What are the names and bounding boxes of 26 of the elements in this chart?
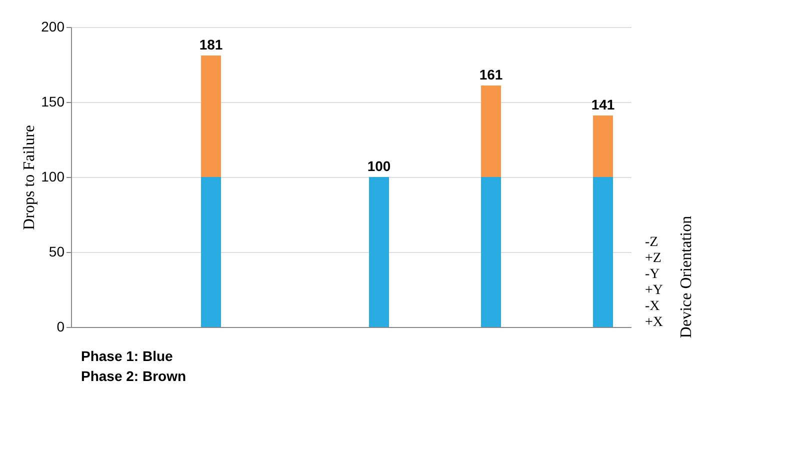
total-label: 141 <box>591 96 615 112</box>
total-label: 100 <box>367 158 391 174</box>
text: Phase 1: Blue <box>81 348 174 364</box>
y-tick-label: 50 <box>48 244 65 260</box>
bar <box>201 56 221 177</box>
text: -X <box>645 299 660 314</box>
bar <box>593 177 613 327</box>
total-label: 161 <box>479 66 503 82</box>
y-tick-label: 100 <box>41 168 65 184</box>
bar <box>593 116 613 177</box>
bar <box>369 177 389 327</box>
total-label: 181 <box>199 36 223 52</box>
y-tick-label: 150 <box>41 94 65 110</box>
y-tick-label: 0 <box>56 318 65 334</box>
bar <box>481 86 501 177</box>
y2-axis-title: Device Orientation <box>678 216 695 338</box>
text: -Y <box>645 267 660 282</box>
y-axis-title: Drops to Failure <box>21 125 38 230</box>
text: -Z <box>645 235 658 250</box>
text: +Y <box>645 283 664 298</box>
text: +X <box>645 315 664 330</box>
bar <box>201 177 221 327</box>
bar <box>481 177 501 327</box>
text: Phase 2: Brown <box>81 368 186 384</box>
y-tick-label: 200 <box>41 18 65 34</box>
text: +Z <box>645 251 662 266</box>
